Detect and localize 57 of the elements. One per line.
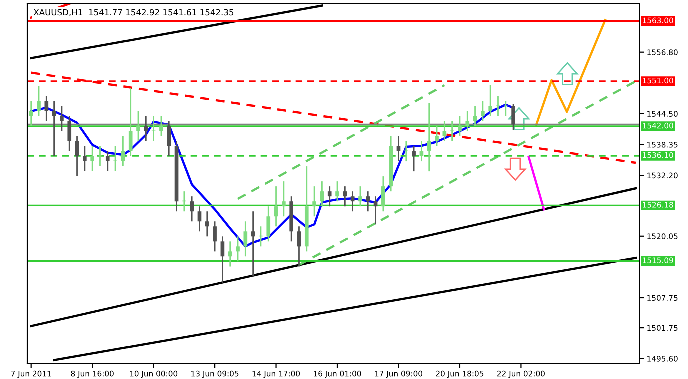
candlestick [282, 180, 286, 218]
candlestick [29, 100, 34, 128]
candlestick [213, 220, 217, 252]
candlestick [320, 180, 324, 208]
candlestick [37, 86, 41, 118]
candlestick [144, 116, 148, 142]
candlestick [244, 220, 248, 258]
candlestick [473, 106, 478, 128]
candlestick [228, 240, 232, 268]
candlestick [366, 190, 370, 212]
candlestick [382, 176, 386, 212]
candlestick [435, 126, 439, 148]
candlestick [68, 116, 72, 152]
candlestick [450, 120, 454, 142]
candlestick [312, 186, 316, 218]
candlestick [442, 120, 447, 142]
candlestick [167, 120, 172, 158]
candlestick [396, 136, 401, 162]
text: XAUUSD,H1 1541.77 1542.92 1541.61 1542.35 [34, 9, 234, 16]
candlestick [427, 102, 432, 172]
candlestick [481, 100, 485, 122]
candlestick [488, 84, 492, 118]
candlestick [412, 146, 416, 172]
candlestick [136, 110, 140, 142]
candlestick [358, 186, 362, 208]
candlestick [274, 186, 278, 228]
candlestick [496, 96, 500, 118]
candlestick [220, 236, 225, 285]
candlestick [205, 210, 210, 238]
candlestick [512, 103, 516, 131]
candlestick [52, 100, 56, 158]
candlestick [251, 210, 256, 278]
candlestick [128, 88, 133, 158]
candlestick [83, 146, 87, 172]
candlestick [90, 146, 94, 172]
line-series [535, 19, 607, 126]
candlestick [198, 206, 202, 232]
candlestick [60, 106, 64, 132]
candlestick [458, 116, 462, 138]
candlestick [350, 190, 355, 212]
candlestick [75, 136, 80, 178]
candlestick [420, 140, 424, 162]
candlestick [121, 136, 126, 168]
candlestick [297, 226, 302, 268]
candlestick [106, 150, 110, 172]
candlestick [343, 186, 348, 208]
candlestick [190, 196, 194, 222]
candlestick [152, 116, 156, 142]
candlestick [236, 236, 240, 262]
candlestick [466, 110, 470, 132]
candlestick [328, 186, 332, 208]
candlestick [44, 96, 49, 122]
candlestick [160, 116, 164, 138]
candlestick [266, 206, 271, 242]
candlestick [504, 100, 508, 118]
candlestick [374, 196, 378, 226]
candlestick [336, 180, 340, 202]
